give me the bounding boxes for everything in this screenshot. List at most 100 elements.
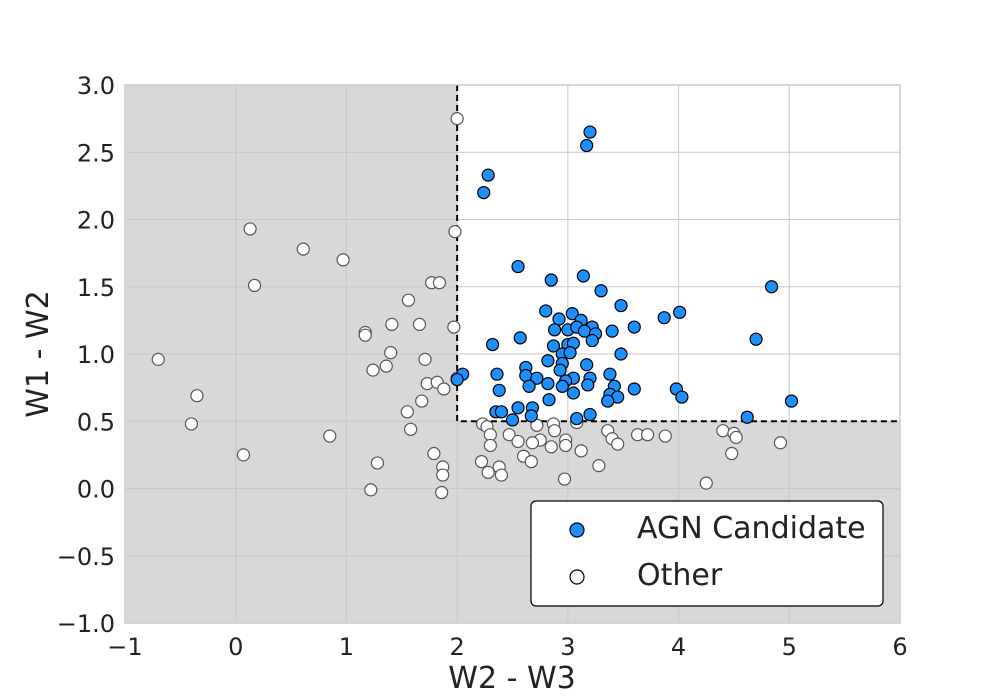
agn-candidate-point <box>673 305 687 319</box>
other-point <box>435 485 449 500</box>
other-point <box>574 444 588 458</box>
agn-candidate-point <box>511 401 525 415</box>
y-tick-label: 0.0 <box>77 476 115 504</box>
agn-candidate-point <box>539 304 553 318</box>
other-point <box>336 253 350 267</box>
agn-candidate-point <box>675 390 689 404</box>
agn-candidate-point <box>570 411 584 426</box>
agn-candidate-point <box>764 280 779 294</box>
agn-candidate-point <box>547 323 562 337</box>
other-point <box>773 436 788 450</box>
other-point <box>729 430 743 444</box>
agn-candidate-point <box>740 410 754 424</box>
agn-candidate-point <box>614 347 628 361</box>
y-tick-label: 2.5 <box>77 139 115 167</box>
agn-candidate-point <box>522 379 536 393</box>
other-point <box>640 428 655 442</box>
x-tick-label: 5 <box>782 633 797 661</box>
other-point <box>611 437 625 451</box>
other-point <box>725 446 739 461</box>
agn-candidate-point <box>524 409 538 423</box>
x-tick-label: 3 <box>560 633 575 661</box>
y-tick-labels: −1.0 −0.5 0.0 0.5 1.0 1.5 2.0 2.5 3.0 <box>57 72 115 638</box>
other-point <box>699 476 713 490</box>
legend-marker-agn-candidate <box>569 522 585 538</box>
x-tick-label: 0 <box>228 633 243 661</box>
agn-candidate-point <box>603 367 617 381</box>
y-tick-label: 1.0 <box>77 341 115 369</box>
x-tick-label: 4 <box>671 633 686 661</box>
legend-marker-other <box>569 569 585 585</box>
agn-candidate-point <box>450 372 464 387</box>
other-point <box>447 320 461 334</box>
agn-candidate-point <box>601 394 615 408</box>
other-point <box>547 424 562 438</box>
other-point <box>592 459 606 473</box>
agn-candidate-point <box>627 320 641 334</box>
agn-candidate-point <box>541 376 555 391</box>
x-tick-label: 6 <box>892 633 907 661</box>
agn-candidate-point <box>566 386 580 400</box>
plot-frame <box>124 84 901 624</box>
other-point <box>525 436 540 450</box>
agn-candidate-point <box>657 311 671 325</box>
agn-candidate-point <box>627 382 641 396</box>
agn-candidate-point <box>565 307 579 321</box>
other-point <box>190 389 204 403</box>
agn-candidate-point <box>505 413 520 427</box>
legend-box <box>530 500 884 607</box>
y-tick-label: 2.0 <box>77 207 115 235</box>
agn-candidate-point <box>784 394 799 408</box>
agn-candidate-point <box>513 331 527 345</box>
agn-candidate-point <box>494 405 509 419</box>
other-point <box>559 438 573 453</box>
y-tick-label: 0.5 <box>77 408 115 436</box>
agn-candidate-point <box>492 383 506 397</box>
other-point <box>448 225 462 239</box>
agn-candidate-point <box>490 367 504 381</box>
series-agn-candidate <box>450 125 799 427</box>
agn-candidate-point <box>605 324 619 338</box>
other-point <box>370 456 385 470</box>
x-axis-label: W2 - W3 <box>448 661 575 696</box>
other-point <box>437 382 451 396</box>
agn-candidate-point <box>541 354 555 368</box>
x-tick-label: −1 <box>107 633 142 661</box>
other-point <box>432 276 447 290</box>
y-tick-label: 3.0 <box>77 72 115 100</box>
agn-candidate-point <box>481 168 495 182</box>
other-point <box>236 448 251 462</box>
other-point <box>450 112 464 126</box>
other-point <box>427 446 441 461</box>
agn-candidate-point <box>585 333 599 348</box>
other-point <box>412 317 427 332</box>
y-axis-label: W1 - W2 <box>21 290 56 417</box>
agn-candidate-point <box>477 186 491 200</box>
agn-candidate-point <box>583 125 597 139</box>
x-tick-label: 2 <box>450 633 465 661</box>
other-point <box>384 346 398 360</box>
x-tick-label: 1 <box>339 633 354 661</box>
agn-candidate-point <box>555 379 569 393</box>
agn-candidate-point <box>576 269 590 283</box>
y-tick-label: 1.5 <box>77 274 115 302</box>
agn-candidate-point <box>544 273 558 287</box>
other-point <box>483 438 497 453</box>
agn-candidate-point <box>594 284 608 298</box>
other-point <box>247 278 262 293</box>
agn-candidate-point <box>530 371 544 385</box>
agn-candidate-point <box>583 407 597 422</box>
other-point <box>494 468 509 482</box>
other-point <box>557 472 572 486</box>
other-point <box>474 455 489 469</box>
other-point <box>184 417 199 431</box>
other-point <box>481 465 495 479</box>
other-point <box>358 328 372 342</box>
y-tick-label: −1.0 <box>57 610 115 638</box>
other-point <box>418 352 432 366</box>
agn-candidate-point <box>614 298 628 313</box>
legend-label-agn-candidate: AGN Candidate <box>637 511 866 546</box>
other-point <box>379 359 393 373</box>
agn-candidate-point <box>580 358 594 372</box>
